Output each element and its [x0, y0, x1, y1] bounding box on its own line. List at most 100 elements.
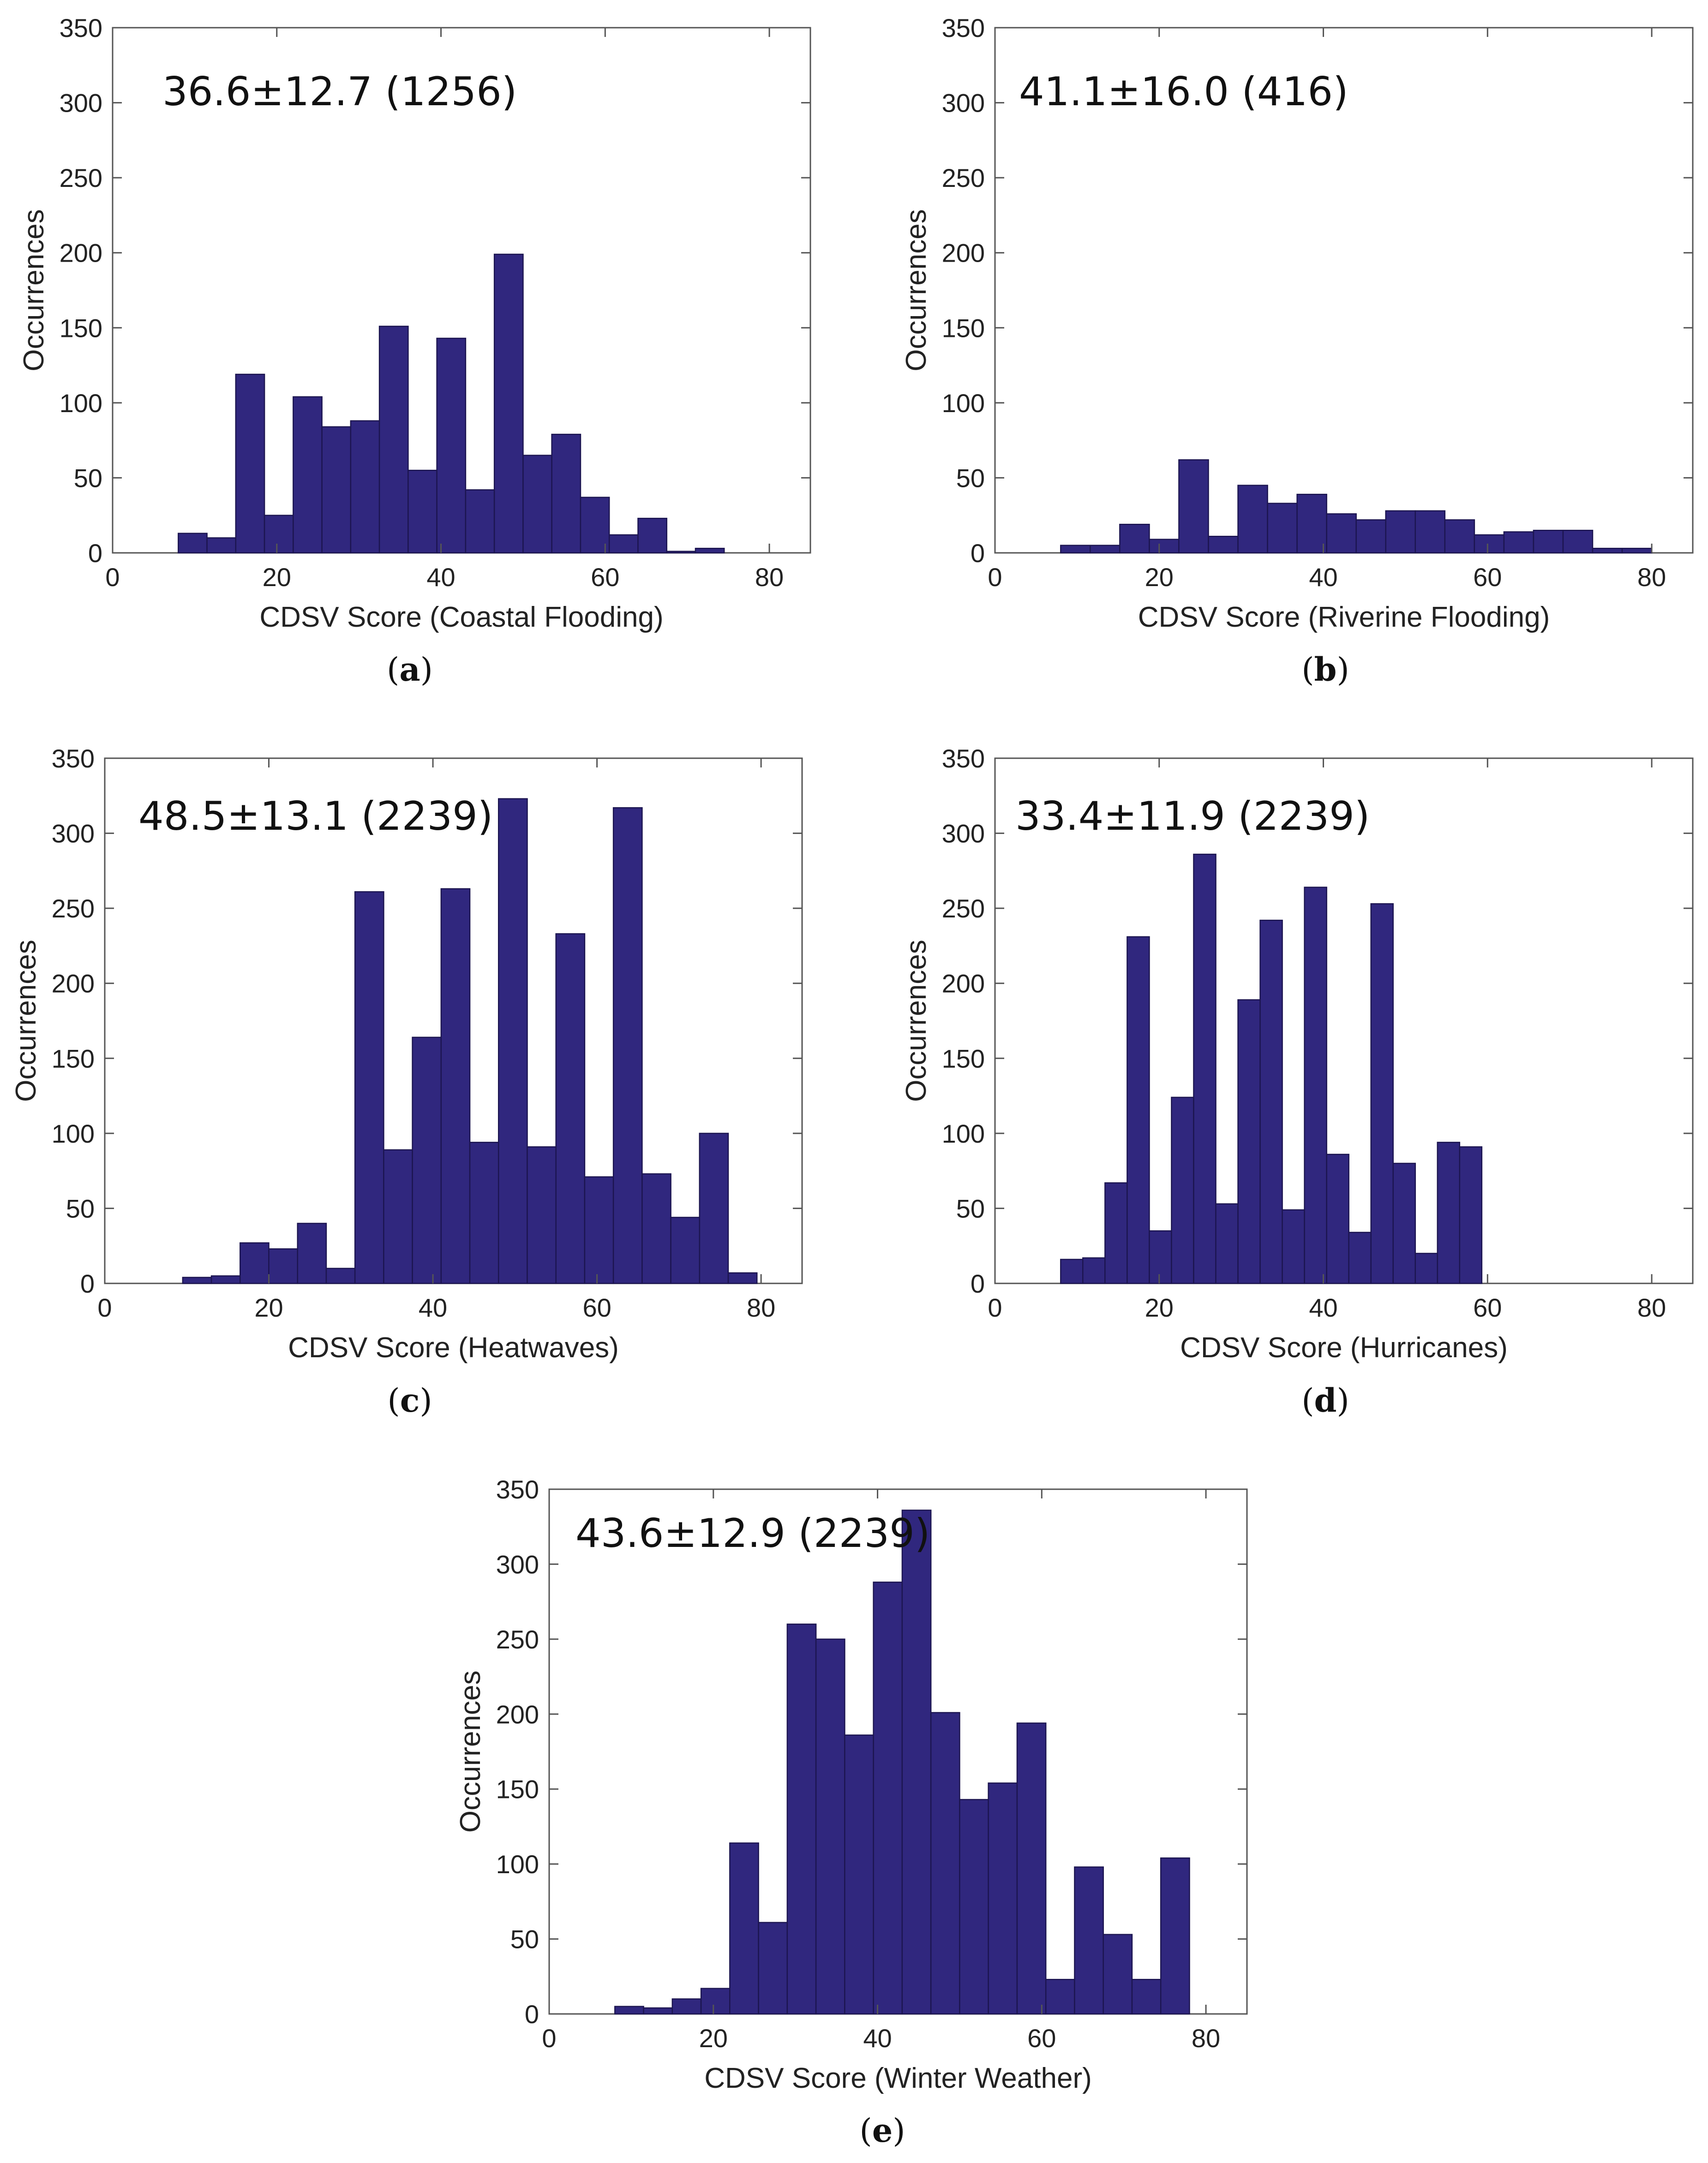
histogram-bar — [178, 533, 208, 554]
y-tick-label: 250 — [942, 163, 985, 192]
y-tick-label: 150 — [942, 313, 985, 342]
histogram-bar — [1385, 510, 1416, 554]
histogram-bar — [350, 420, 380, 554]
panel-letter: d — [1314, 1381, 1337, 1420]
x-tick-label: 40 — [426, 563, 455, 592]
histogram-bar — [383, 1149, 413, 1284]
x-tick-label: 0 — [988, 1293, 1002, 1322]
x-tick-label: 20 — [699, 2024, 728, 2053]
y-tick-label: 300 — [496, 1550, 539, 1579]
x-tick-label: 80 — [1637, 1293, 1666, 1322]
histogram-bar — [527, 1146, 557, 1284]
histogram-bar — [1296, 493, 1327, 554]
x-tick-label: 80 — [755, 563, 784, 592]
histogram-bar — [321, 426, 352, 554]
histogram-bar — [641, 1173, 671, 1284]
histogram-bar — [930, 1712, 960, 2015]
histogram-bar — [1437, 1142, 1461, 1284]
histogram-bar — [700, 1988, 731, 2015]
y-tick-label: 200 — [60, 239, 102, 268]
stats-annotation: 36.6±12.7 (1256) — [162, 69, 517, 115]
histogram-bar — [436, 337, 467, 554]
y-axis-label: Occurrences — [900, 940, 932, 1102]
histogram-bar — [469, 1142, 499, 1284]
y-tick-label: 100 — [496, 1850, 539, 1879]
x-axis-label: CDSV Score (Coastal Flooding) — [259, 601, 663, 633]
histogram-bar — [1171, 1096, 1194, 1284]
histogram-bar — [670, 1216, 701, 1284]
histogram-bar — [1178, 459, 1209, 554]
y-tick-label: 150 — [942, 1044, 985, 1073]
stats-annotation: 41.1±16.0 (416) — [1019, 69, 1348, 115]
panel-caption: (d) — [1301, 1381, 1349, 1420]
histogram-bar — [206, 537, 237, 554]
histogram-bar — [608, 534, 639, 554]
histogram-bar — [729, 1842, 759, 2015]
histogram-bar — [1208, 535, 1239, 554]
panel-caption: (b) — [1301, 650, 1349, 689]
histogram-bar — [1533, 529, 1564, 554]
y-tick-label: 250 — [60, 163, 102, 192]
histogram-bar — [959, 1799, 989, 2015]
x-tick-label: 20 — [254, 1293, 283, 1322]
histogram-bar — [1016, 1722, 1047, 2015]
panel-letter: a — [399, 650, 420, 689]
x-tick-label: 60 — [1473, 563, 1502, 592]
x-tick-label: 60 — [582, 1293, 611, 1322]
histogram-bar — [1104, 1182, 1128, 1284]
y-tick-label: 350 — [496, 1475, 539, 1504]
x-tick-label: 0 — [105, 563, 120, 592]
y-tick-label: 350 — [52, 744, 95, 773]
y-tick-label: 50 — [66, 1194, 95, 1223]
histogram-bar — [612, 807, 643, 1284]
histogram-panel-b: 0 50 100 150 200 250 300 350 0 20 40 60 80 CDSV Score… — [900, 13, 1694, 689]
y-tick-label: 0 — [971, 539, 985, 568]
histogram-panel-e: 0 50 100 150 200 250 300 350 0 20 40 60 80 CDSV Score… — [455, 1475, 1248, 2150]
histogram-bar — [522, 455, 552, 554]
histogram-bar — [408, 469, 437, 554]
stats-annotation: 43.6±12.9 (2239) — [575, 1510, 930, 1557]
histogram-bar — [695, 547, 725, 554]
panel-caption: (e) — [859, 2111, 905, 2150]
histogram-bar — [1503, 531, 1534, 554]
histogram-bar — [1370, 903, 1394, 1284]
histogram-bar — [1267, 503, 1298, 554]
histogram-bar — [1074, 1866, 1104, 2015]
histogram-bar — [235, 373, 265, 554]
histogram-bar — [1355, 519, 1386, 554]
histogram-bar — [182, 1276, 212, 1284]
y-tick-label: 350 — [60, 13, 102, 42]
histogram-bar — [786, 1624, 817, 2015]
y-tick-label: 150 — [496, 1775, 539, 1804]
histogram-bar — [498, 798, 528, 1284]
histogram-panel-d: 0 50 100 150 200 250 300 350 0 20 40 60 80 CDSV Score… — [900, 744, 1694, 1420]
histogram-bar — [1237, 999, 1261, 1284]
x-tick-label: 80 — [1637, 563, 1666, 592]
histogram-bar — [297, 1222, 327, 1284]
histogram-bar — [465, 489, 495, 554]
x-tick-label: 20 — [1145, 563, 1174, 592]
histogram-bar — [1282, 1209, 1305, 1284]
histogram-panel-a: 0 50 100 150 200 250 300 350 0 20 40 60 80 CDSV Score… — [18, 13, 811, 689]
histogram-bar — [1103, 1934, 1133, 2015]
histogram-bar — [1474, 534, 1505, 554]
y-tick-label: 200 — [496, 1700, 539, 1729]
histogram-bar — [1060, 545, 1091, 554]
y-tick-label: 300 — [52, 819, 95, 848]
y-axis-label: Occurrences — [10, 940, 42, 1102]
x-tick-label: 60 — [1027, 2024, 1056, 2053]
histogram-bar — [1149, 539, 1180, 554]
histogram-bar — [1060, 1258, 1084, 1284]
x-tick-label: 0 — [97, 1293, 112, 1322]
histogram-bar — [1414, 1252, 1438, 1284]
histogram-bar — [440, 888, 471, 1284]
x-axis-label: CDSV Score (Riverine Flooding) — [1138, 601, 1550, 633]
histogram-bar — [493, 253, 524, 554]
y-tick-label: 0 — [971, 1269, 985, 1298]
histogram-bar — [1045, 1979, 1075, 2015]
histogram-bar — [580, 497, 610, 554]
histogram-bar — [1326, 1154, 1349, 1284]
y-tick-label: 300 — [942, 819, 985, 848]
y-tick-label: 200 — [52, 969, 95, 998]
